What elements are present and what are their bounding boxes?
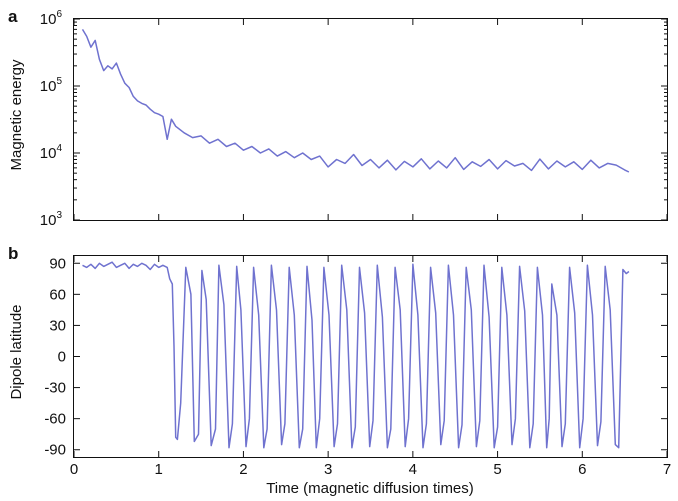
panel-b-x-tick-label: 0 xyxy=(70,461,78,478)
panel-b-y-tick-label: 30 xyxy=(49,317,66,334)
tick-exponent: 6 xyxy=(56,9,62,20)
tick-base: 10 xyxy=(40,145,57,162)
panel-a-y-tick-label: 103 xyxy=(40,210,63,229)
panel-a-y-tick-label: 106 xyxy=(40,9,63,28)
panel-b-y-tick-label: -90 xyxy=(44,442,66,459)
panel-b-x-tick-label: 4 xyxy=(409,461,417,478)
panel-b-y-ticks xyxy=(74,262,667,451)
tick-exponent: 5 xyxy=(56,76,62,87)
panel-a-frame xyxy=(73,18,668,221)
tick-exponent: 3 xyxy=(56,210,62,221)
panel-b-y-tick-label: 0 xyxy=(58,349,66,366)
panel-a-y-ticks xyxy=(74,18,667,221)
panel-b-frame xyxy=(73,255,668,458)
panel-a-y-tick-label: 105 xyxy=(40,76,63,95)
panel-b-x-tick-label: 7 xyxy=(663,461,671,478)
panel-a-y-tick-label: 104 xyxy=(40,143,63,162)
tick-base: 10 xyxy=(40,78,57,95)
panel-letter-a: a xyxy=(8,7,18,26)
panel-b-dipole-chart: b Dipole latitude 90 60 30 0 -30 -60 -90 0 1 2 3 4… xyxy=(8,244,671,497)
tick-base: 10 xyxy=(40,11,57,28)
panel-b-ylabel: Dipole latitude xyxy=(8,304,25,399)
panel-b-x-tick-labels: 0 1 2 3 4 5 6 7 xyxy=(70,461,671,478)
panel-b-y-tick-label: -30 xyxy=(44,380,66,397)
panel-b-x-ticks xyxy=(73,256,668,457)
dipole-latitude-series-line xyxy=(82,261,630,449)
panel-b-x-tick-label: 5 xyxy=(493,461,501,478)
panel-b-x-tick-label: 3 xyxy=(324,461,332,478)
panel-letter-b: b xyxy=(8,244,18,263)
panel-b-y-tick-labels: 90 60 30 0 -30 -60 -90 xyxy=(44,255,66,458)
panel-b-y-tick-label: 90 xyxy=(49,255,66,272)
panel-b-x-tick-label: 2 xyxy=(239,461,247,478)
tick-exponent: 4 xyxy=(56,143,62,154)
panel-b-x-tick-label: 1 xyxy=(155,461,163,478)
panel-b-xlabel: Time (magnetic diffusion times) xyxy=(266,480,474,497)
panel-b-y-tick-label: 60 xyxy=(49,286,66,303)
tick-base: 10 xyxy=(40,212,57,229)
panel-a-ylabel: Magnetic energy xyxy=(8,59,25,170)
panel-b-x-tick-label: 6 xyxy=(578,461,586,478)
energy-series-line xyxy=(81,29,630,173)
panel-b-y-tick-label: -60 xyxy=(44,411,66,428)
